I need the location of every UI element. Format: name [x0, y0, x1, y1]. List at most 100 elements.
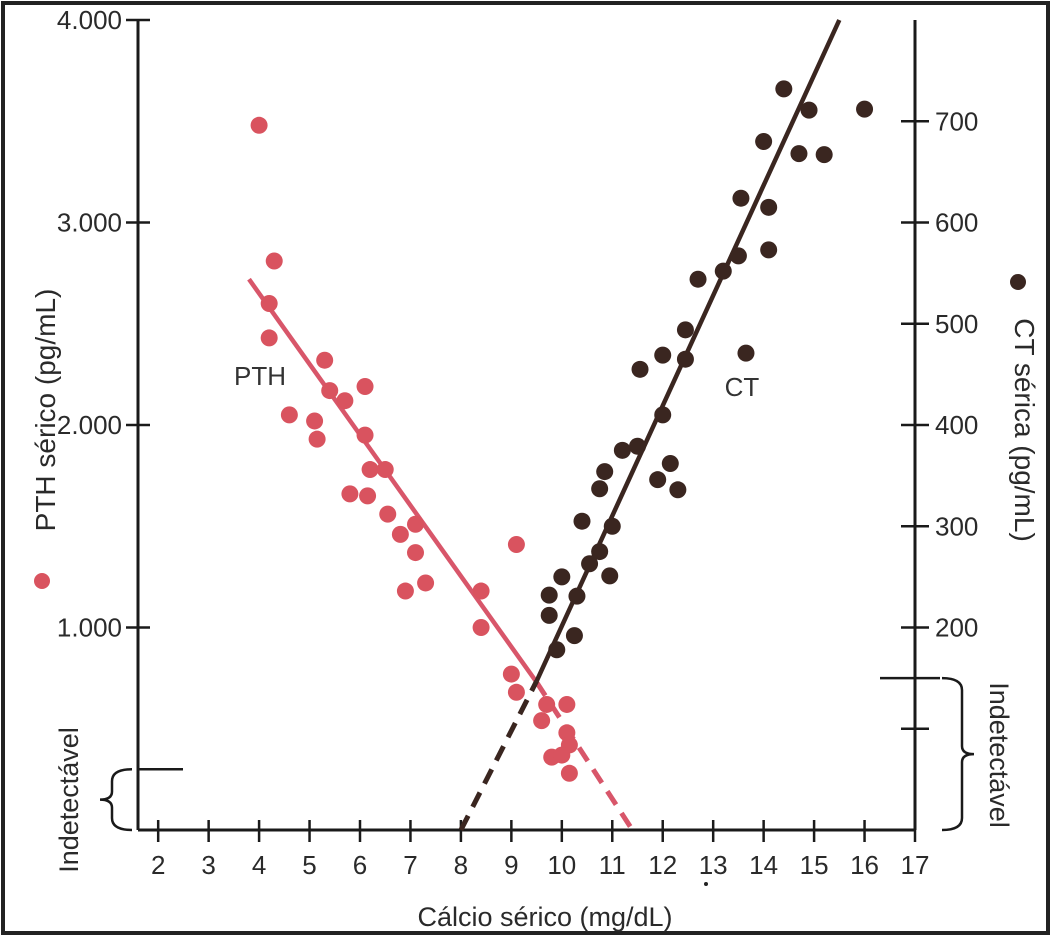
pth-data-point — [507, 535, 525, 553]
ct-data-point — [581, 555, 599, 573]
pth-data-point — [260, 295, 278, 312]
ct-data-point — [565, 627, 583, 645]
ct-data-point — [676, 321, 694, 339]
pth-data-point — [341, 485, 359, 503]
ct-data-point — [732, 189, 750, 207]
pth-data-point — [407, 544, 424, 562]
undetectable-label-left: Indetectável — [54, 727, 84, 873]
ct-data-point — [755, 133, 773, 150]
y-axis-left-label: PTH sérico (pg/mL) — [30, 289, 61, 532]
x-tick-label: 14 — [749, 850, 778, 880]
ct-data-point — [591, 543, 609, 561]
y-right-tick-label: 600 — [935, 208, 978, 238]
ct-data-point — [568, 587, 586, 605]
pth-data-point — [361, 461, 379, 479]
pth-data-point — [533, 712, 551, 730]
ct-data-point — [613, 441, 631, 459]
ct-data-point — [689, 270, 707, 288]
pth-data-point — [558, 695, 576, 713]
ct-data-point — [629, 437, 646, 455]
ct-data-point — [601, 567, 619, 585]
y-right-tick-label: 500 — [935, 309, 978, 339]
x-tick-label: 8 — [454, 850, 468, 880]
ct-data-point — [775, 80, 793, 98]
pth-data-point — [379, 505, 397, 523]
x-tick-label: 10 — [547, 850, 576, 880]
pth-data-point — [306, 412, 324, 430]
pth-data-point — [560, 764, 578, 782]
pth-data-point — [472, 619, 490, 636]
ct-annotation: CT — [725, 372, 760, 402]
ct-data-point — [760, 241, 778, 259]
ct-data-point — [596, 463, 614, 481]
x-tick-label: 4 — [252, 850, 266, 880]
y-right-tick-label: 300 — [935, 511, 978, 541]
pth-data-point — [260, 329, 278, 347]
ct-data-point — [800, 101, 818, 119]
y-right-tick-label: 200 — [935, 613, 978, 643]
y-left-tick-label: 1.000 — [57, 613, 122, 643]
ct-data-point — [676, 350, 694, 368]
pth-data-point — [417, 574, 435, 592]
pth-legend-marker — [34, 573, 50, 589]
undetectable-label-right: Indetectável — [984, 682, 1014, 828]
y-left-tick-label: 3.000 — [57, 208, 122, 238]
x-tick-label: 7 — [403, 850, 417, 880]
ct-data-point — [669, 481, 687, 499]
ct-data-point — [540, 586, 558, 604]
x-axis-dot-mark — [704, 882, 708, 886]
x-tick-label: 17 — [901, 850, 930, 880]
pth-data-point — [356, 426, 374, 444]
ct-legend-marker — [1010, 274, 1026, 290]
ct-data-point — [573, 512, 591, 530]
ct-data-point — [856, 100, 874, 118]
pth-data-point — [280, 406, 298, 424]
x-tick-label: 12 — [648, 850, 677, 880]
ct-data-point — [649, 471, 667, 489]
y-axis-right-label: CT sérica (pg/mL) — [1009, 318, 1040, 542]
x-tick-label: 13 — [699, 850, 728, 880]
ct-data-point — [603, 517, 621, 535]
x-tick-label: 16 — [850, 850, 879, 880]
ct-data-point — [631, 360, 649, 378]
ct-data-point — [661, 454, 679, 472]
plot-area: 2 3 4 5 6 7 8 9 10 11 12 13 14 15 16 17 1.000 2.000 3.000 4… — [57, 5, 978, 886]
undetectable-left-brace — [99, 768, 133, 832]
pth-data-point — [396, 582, 414, 600]
x-tick-label: 3 — [201, 850, 215, 880]
ct-fit-line-extrapolated — [458, 680, 539, 832]
ct-data-point — [815, 146, 833, 164]
x-tick-label: 9 — [504, 850, 518, 880]
pth-fit-line — [247, 277, 539, 684]
x-tick-label: 2 — [151, 850, 165, 880]
pth-data-point — [502, 665, 520, 683]
y-left-tick-label: 4.000 — [57, 5, 122, 35]
ct-data-point — [553, 568, 571, 586]
pth-annotation: PTH — [234, 361, 286, 391]
ct-data-point — [591, 480, 609, 498]
pth-data-point — [308, 430, 326, 448]
pth-data-point — [316, 351, 334, 369]
pth-data-point — [265, 252, 283, 270]
pth-data-point — [321, 382, 339, 400]
pth-data-point — [336, 392, 354, 410]
pth-data-point — [538, 695, 556, 713]
ct-data-point — [654, 346, 672, 364]
ct-data-point — [654, 406, 672, 424]
pth-data-point — [553, 746, 571, 764]
pth-data-point — [407, 515, 424, 533]
ct-data-point — [548, 641, 566, 659]
x-tick-label: 15 — [800, 850, 829, 880]
pth-data-point — [391, 525, 409, 543]
ct-data-point — [737, 344, 755, 362]
y-right-tick-label: 400 — [935, 410, 978, 440]
pth-data-point — [507, 683, 525, 701]
pth-data-point — [472, 582, 490, 600]
ct-data-point — [714, 262, 732, 280]
pth-data-point — [359, 487, 377, 505]
x-tick-label: 11 — [599, 850, 626, 880]
ct-data-point — [760, 198, 778, 216]
